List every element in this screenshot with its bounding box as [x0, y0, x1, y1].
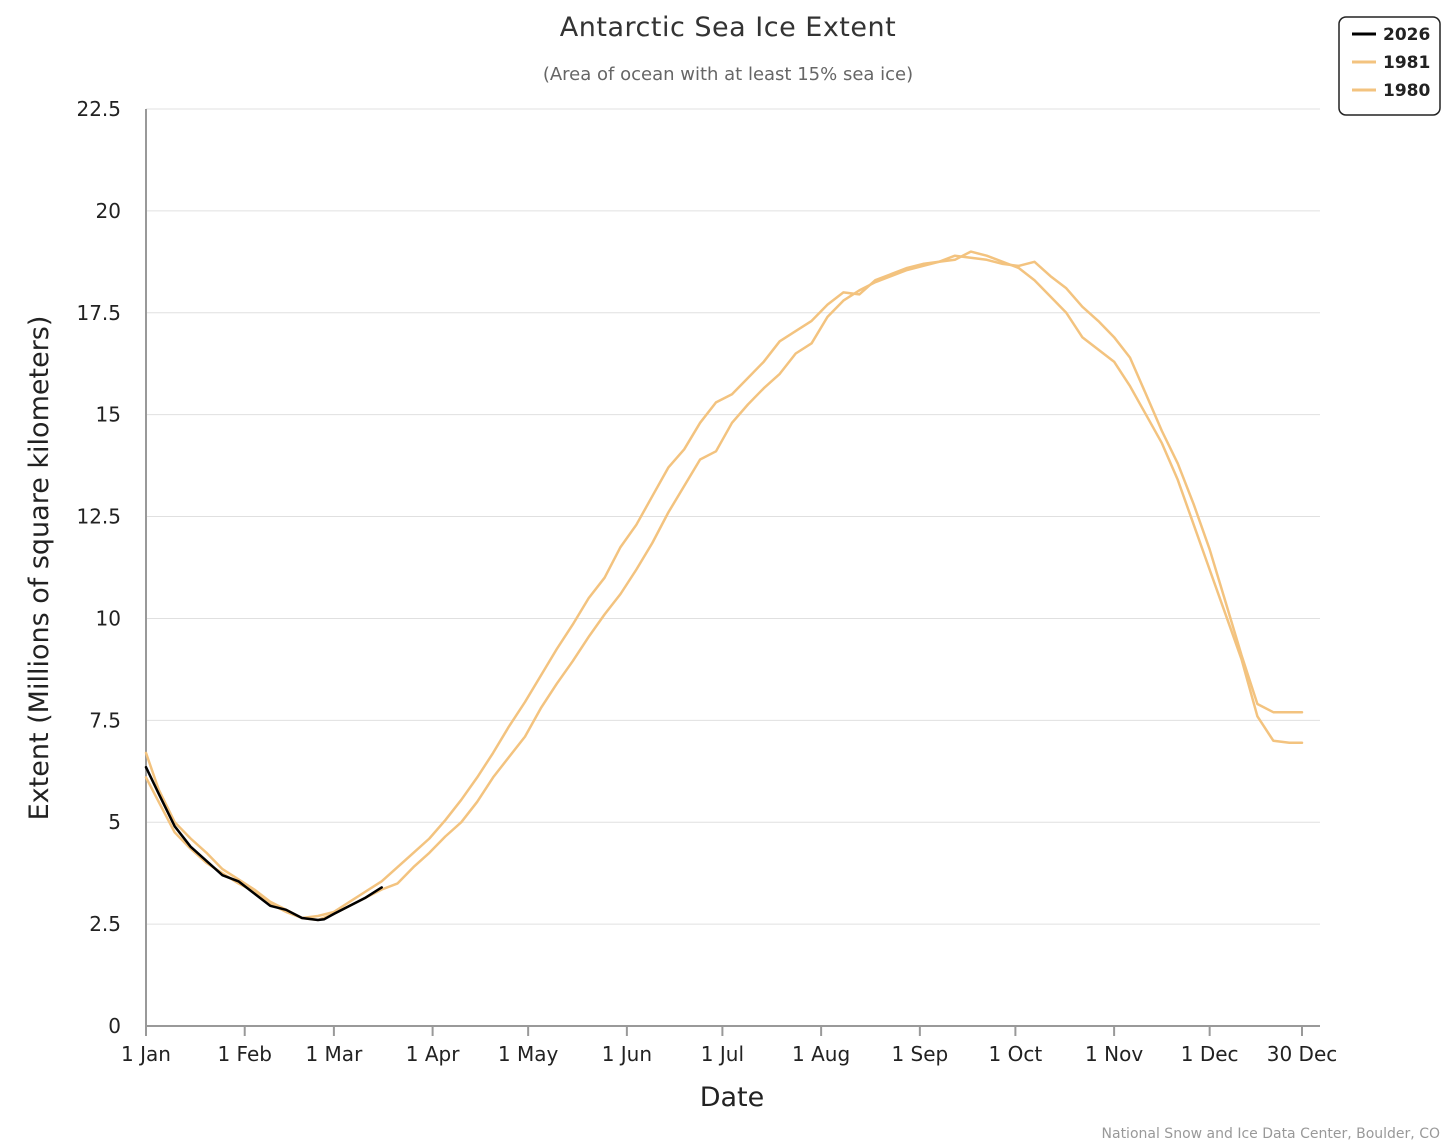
- y-tick-label: 12.5: [76, 505, 121, 529]
- y-tick-label: 17.5: [76, 301, 121, 325]
- x-tick-labels: 1 Jan 1 Feb 1 Mar 1 Apr 1 May 1 Jun 1 Jul 1 Aug…: [121, 1042, 1337, 1066]
- y-tick-label: 0: [108, 1014, 121, 1038]
- x-tick-label: 1 Feb: [217, 1042, 272, 1066]
- x-tick-label: 1 Jun: [602, 1042, 652, 1066]
- legend-label: 2026: [1383, 25, 1430, 45]
- y-tick-labels: 0 2.5 5 7.5 10 12.5 15 17.5 20 22.5: [76, 97, 121, 1038]
- x-tick-label: 1 Dec: [1181, 1042, 1239, 1066]
- x-tick-label: 1 Nov: [1085, 1042, 1143, 1066]
- axes: [145, 109, 1320, 1036]
- x-tick-label: 30 Dec: [1267, 1042, 1338, 1066]
- y-tick-label: 20: [96, 199, 121, 223]
- legend-label: 1980: [1383, 81, 1430, 101]
- legend-item-1980[interactable]: 1980: [1352, 81, 1430, 101]
- chart-title: Antarctic Sea Ice Extent: [560, 12, 896, 43]
- x-tick-label: 1 Jan: [121, 1042, 171, 1066]
- y-tick-label: 2.5: [89, 912, 121, 936]
- x-tick-label: 1 Oct: [989, 1042, 1043, 1066]
- series-line-1981: [144, 250, 1304, 920]
- x-tick-label: 1 Mar: [305, 1042, 363, 1066]
- x-tick-label: 1 Aug: [792, 1042, 850, 1066]
- credit-text: National Snow and Ice Data Center, Bould…: [1102, 1126, 1440, 1142]
- legend-item-1981[interactable]: 1981: [1352, 53, 1430, 73]
- chart-subtitle: (Area of ocean with at least 15% sea ice…: [543, 64, 913, 85]
- legend-item-2026[interactable]: 2026: [1352, 25, 1430, 45]
- y-tick-label: 22.5: [76, 97, 121, 121]
- gridlines: [146, 108, 1320, 925]
- series-line-2026: [144, 765, 383, 922]
- legend[interactable]: 2026 1981 1980: [1338, 16, 1441, 116]
- x-tick-label: 1 Jul: [701, 1042, 744, 1066]
- series-line-1980: [144, 254, 1304, 922]
- legend-label: 1981: [1383, 53, 1430, 73]
- series-lines: [144, 250, 1304, 922]
- x-tick-label: 1 Apr: [406, 1042, 460, 1066]
- x-tick-label: 1 May: [498, 1042, 559, 1066]
- x-axis-title: Date: [700, 1082, 765, 1113]
- y-tick-label: 10: [96, 606, 121, 630]
- y-tick-label: 7.5: [89, 708, 121, 732]
- y-tick-label: 5: [108, 810, 121, 834]
- y-tick-label: 15: [96, 403, 121, 427]
- x-tick-label: 1 Sep: [891, 1042, 948, 1066]
- y-axis-title: Extent (Millions of square kilometers): [24, 316, 55, 821]
